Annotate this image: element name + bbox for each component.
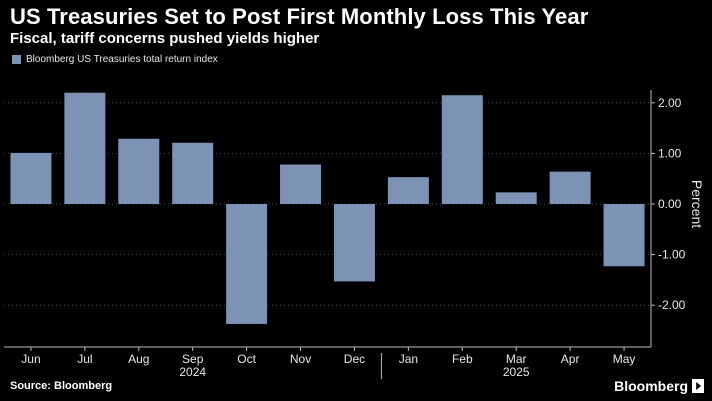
legend-swatch [12,55,21,64]
year-label: 2025 [503,365,530,379]
y-tick-label: 0.00 [658,197,682,211]
legend: Bloomberg US Treasuries total return ind… [12,54,218,65]
bar-oct [226,204,268,324]
legend-label: Bloomberg US Treasuries total return ind… [26,54,218,65]
x-tick-label: Jan [399,352,418,366]
x-tick-label: Sep [182,352,204,366]
x-tick-label: Jul [77,352,92,366]
bar-jan [387,177,429,204]
x-tick-label: Apr [561,352,580,366]
bar-feb [441,95,483,204]
x-tick-label: Mar [506,352,527,366]
bar-may [603,204,645,267]
x-tick-label: May [613,352,636,366]
x-tick-label: Dec [344,352,365,366]
year-label: 2024 [179,365,206,379]
x-tick-label: Oct [237,352,256,366]
chart-title: US Treasuries Set to Post First Monthly … [10,4,589,29]
brand-logo: Bloomberg [614,378,704,394]
bar-apr [549,171,591,204]
y-tick-label: -1.00 [658,248,686,262]
brand-name: Bloomberg [614,378,688,394]
y-axis-label: Percent [689,180,705,228]
chart-subtitle: Fiscal, tariff concerns pushed yields hi… [10,30,320,47]
terminal-icon [692,379,704,393]
x-tick-label: Nov [290,352,311,366]
bar-dec [333,204,375,282]
bar-nov [280,164,322,204]
bar-sep [172,142,214,204]
x-tick-label: Aug [128,352,149,366]
y-tick-label: 1.00 [658,146,682,160]
bar-aug [118,138,160,204]
bar-mar [495,192,537,204]
source-note: Source: Bloomberg [10,380,113,392]
x-tick-label: Jun [21,352,40,366]
y-tick-label: 2.00 [658,96,682,110]
x-tick-label: Feb [452,352,473,366]
bar-jul [64,92,106,204]
bar-jun [10,152,52,204]
y-tick-label: -2.00 [658,298,686,312]
